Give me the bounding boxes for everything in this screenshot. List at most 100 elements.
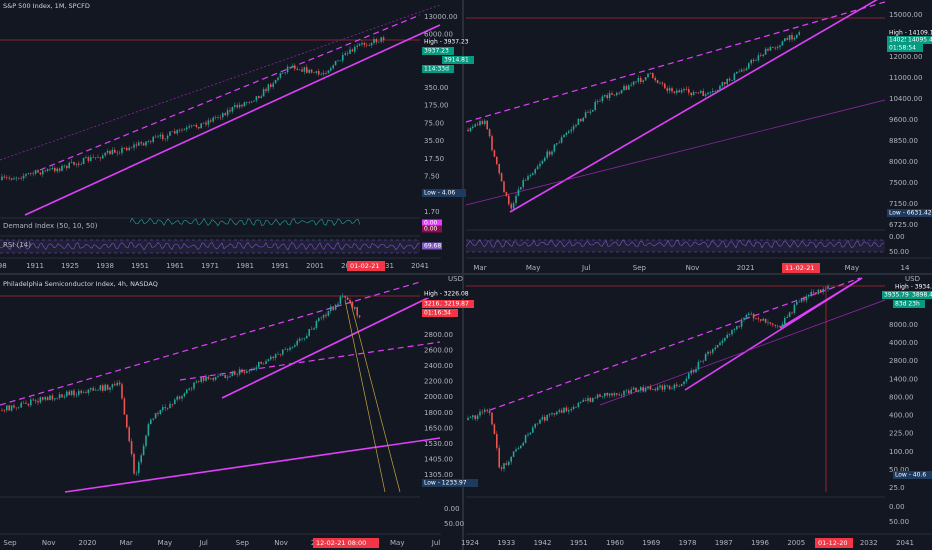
- price-badge: [893, 283, 932, 291]
- candle: [762, 54, 764, 56]
- candle: [649, 386, 652, 390]
- candle: [700, 361, 702, 362]
- candle: [472, 126, 474, 129]
- price-label: 225.00: [889, 430, 914, 438]
- time-label: May: [158, 539, 172, 547]
- candle: [25, 174, 27, 176]
- candle: [589, 111, 592, 113]
- time-label: May: [526, 264, 540, 272]
- candle: [721, 340, 724, 343]
- time-label: 14: [901, 264, 910, 272]
- candle: [226, 110, 229, 116]
- candle: [695, 369, 697, 373]
- candle: [539, 419, 541, 424]
- price-badge: [882, 291, 914, 299]
- fib-line: [349, 299, 401, 493]
- candle: [688, 373, 690, 379]
- candle: [322, 72, 325, 75]
- candle: [570, 409, 572, 411]
- candle: [363, 42, 366, 45]
- candle: [700, 90, 702, 93]
- time-label: 1996: [751, 539, 769, 547]
- price-badge: [422, 479, 478, 487]
- price-label: 2800.00: [889, 357, 918, 365]
- candle: [147, 424, 150, 436]
- candle: [736, 326, 738, 330]
- candle: [716, 345, 719, 348]
- candle: [757, 55, 760, 61]
- candle: [534, 423, 536, 428]
- candle: [10, 178, 13, 180]
- price-label: 175.00: [424, 102, 449, 110]
- candle: [8, 177, 10, 179]
- candle: [39, 397, 42, 403]
- candle: [692, 92, 695, 96]
- candle: [190, 125, 193, 127]
- candle: [351, 301, 354, 309]
- candle: [334, 304, 337, 310]
- candle: [68, 162, 70, 169]
- candle: [738, 71, 740, 73]
- candle: [522, 180, 524, 188]
- candle: [274, 354, 277, 358]
- candle: [620, 395, 623, 396]
- candle: [822, 289, 824, 292]
- candle: [138, 462, 140, 473]
- badge-text: 14025.15: [889, 37, 918, 44]
- candle: [793, 304, 796, 313]
- candle: [678, 386, 680, 387]
- candle: [613, 393, 616, 396]
- fib-line: [344, 299, 386, 493]
- candle: [575, 406, 577, 408]
- candle: [97, 390, 99, 391]
- candle: [46, 397, 49, 401]
- candle: [30, 399, 32, 406]
- candle: [262, 363, 265, 365]
- candle: [106, 151, 109, 153]
- candle: [301, 69, 303, 72]
- candle: [510, 204, 512, 209]
- candle: [87, 157, 90, 161]
- candle: [647, 386, 649, 389]
- candle: [279, 354, 282, 355]
- candle: [565, 132, 568, 135]
- candle: [767, 322, 769, 323]
- candle: [25, 402, 27, 404]
- indicator-label: 0.00: [424, 226, 438, 233]
- candle: [731, 330, 733, 335]
- candle: [150, 141, 152, 142]
- candle: [322, 314, 325, 318]
- price-label: 10400.00: [889, 95, 922, 103]
- candle: [784, 317, 786, 325]
- candle: [625, 390, 628, 392]
- candle: [183, 129, 186, 131]
- candle: [484, 120, 486, 124]
- candle: [358, 44, 361, 46]
- candle: [551, 413, 553, 415]
- candle: [668, 88, 671, 91]
- candle: [606, 393, 608, 396]
- candle: [272, 356, 274, 358]
- candle: [659, 82, 661, 84]
- candle: [623, 86, 625, 91]
- badge-text: Low - 1233.97: [424, 480, 467, 487]
- candle: [286, 349, 289, 350]
- candle: [582, 400, 584, 402]
- indicator-line: [129, 217, 361, 227]
- candle: [762, 318, 764, 321]
- candle: [104, 152, 106, 156]
- candle: [793, 37, 796, 40]
- candle: [250, 370, 253, 371]
- candle: [234, 372, 236, 375]
- time-label: 898: [0, 262, 7, 270]
- candle: [152, 418, 154, 420]
- time-label: May: [390, 539, 404, 547]
- candle: [260, 96, 262, 98]
- candle: [92, 388, 94, 391]
- candle: [366, 44, 368, 46]
- candle: [56, 168, 58, 172]
- price-label: 7500.00: [889, 179, 918, 187]
- candle: [755, 318, 757, 319]
- candle: [195, 124, 198, 128]
- badge-text: 114:33d: [424, 66, 449, 73]
